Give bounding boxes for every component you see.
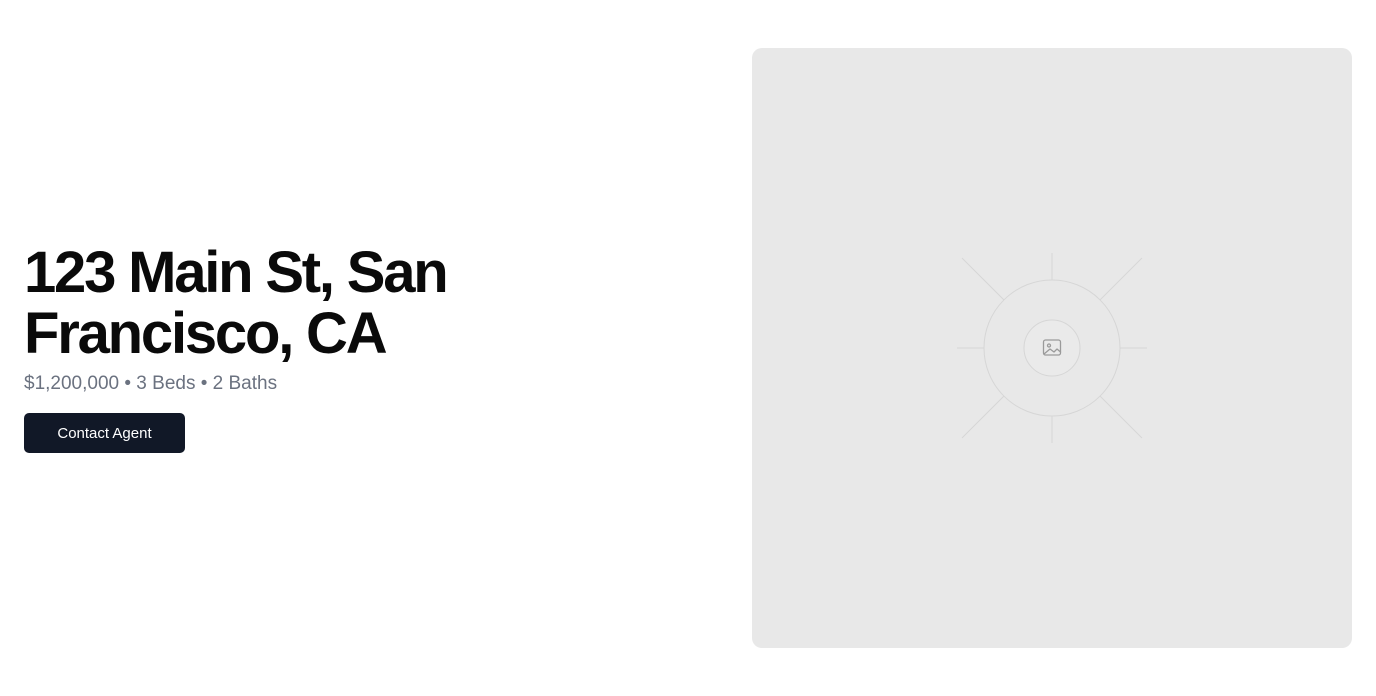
property-address: 123 Main St, San Francisco, CA [24, 240, 449, 366]
image-icon [1042, 339, 1062, 356]
property-details: $1,200,000 • 3 Beds • 2 Baths [24, 373, 278, 394]
contact-agent-button[interactable]: Contact Agent [24, 413, 185, 453]
listing-info: 123 Main St, San Francisco, CA $1,200,00… [24, 242, 624, 453]
image-placeholder-graphic [957, 253, 1147, 443]
property-image-placeholder [752, 48, 1352, 648]
